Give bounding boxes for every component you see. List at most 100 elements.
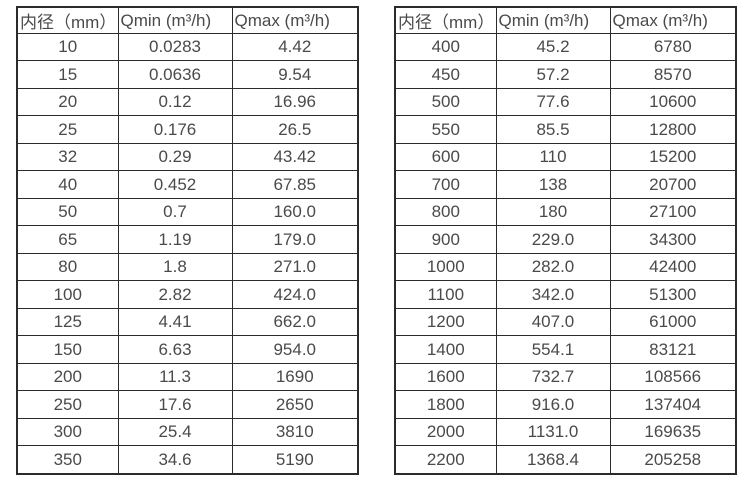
- table-cell: 4.42: [231, 32, 359, 62]
- table-cell: 250: [16, 390, 119, 419]
- column-header: 内径（mm）: [16, 6, 119, 34]
- table-cell: 900: [394, 225, 497, 254]
- table-cell: 2000: [394, 417, 497, 447]
- table-row: 15 0.0636 9.54: [16, 60, 359, 89]
- table-row: 80 1.8 271.0: [16, 252, 359, 282]
- table-row: 2200 1368.4 205258: [394, 445, 737, 475]
- table-cell: 15200: [609, 142, 737, 172]
- table-cell: 8570: [609, 60, 737, 89]
- table-row: 250 17.6 2650: [16, 390, 359, 419]
- flow-table-large-diameter: 内径（mm） Qmin (m³/h) Qmax (m³/h) 400 45.2 6780 4…: [394, 6, 737, 475]
- table-row: 50 0.7 160.0: [16, 197, 359, 227]
- table-row: 450 57.2 8570: [394, 60, 737, 89]
- table-cell: 229.0: [495, 225, 611, 254]
- table-cell: 450: [394, 60, 497, 89]
- table-row: 2000 1131.0 169635: [394, 417, 737, 447]
- table-cell: 205258: [609, 445, 737, 475]
- column-header: Qmin (m³/h): [495, 6, 611, 34]
- table-cell: 138: [495, 170, 611, 199]
- flow-table-small-diameter: 内径（mm） Qmin (m³/h) Qmax (m³/h) 10 0.0283 4.42…: [16, 6, 359, 475]
- table-cell: 12800: [609, 115, 737, 144]
- table-cell: 150: [16, 335, 119, 364]
- table-cell: 67.85: [231, 170, 359, 199]
- table-cell: 179.0: [231, 225, 359, 254]
- table-row: 1400 554.1 83121: [394, 335, 737, 364]
- column-header: 内径（mm）: [394, 6, 497, 34]
- table-row: 200 11.3 1690: [16, 362, 359, 392]
- table-cell: 32: [16, 142, 119, 172]
- table-cell: 1131.0: [495, 417, 611, 447]
- table-cell: 125: [16, 307, 119, 337]
- table-cell: 17.6: [117, 390, 233, 419]
- table-cell: 160.0: [231, 197, 359, 227]
- table-cell: 0.12: [117, 87, 233, 117]
- table-cell: 662.0: [231, 307, 359, 337]
- table-cell: 50: [16, 197, 119, 227]
- table-row: 125 4.41 662.0: [16, 307, 359, 337]
- table-cell: 65: [16, 225, 119, 254]
- column-header: Qmin (m³/h): [117, 6, 233, 34]
- table-cell: 200: [16, 362, 119, 392]
- column-header: Qmax (m³/h): [231, 6, 359, 34]
- table-row: 700 138 20700: [394, 170, 737, 199]
- table-cell: 732.7: [495, 362, 611, 392]
- table-cell: 9.54: [231, 60, 359, 89]
- table-cell: 350: [16, 445, 119, 475]
- table-row: 150 6.63 954.0: [16, 335, 359, 364]
- table-cell: 51300: [609, 280, 737, 309]
- table-cell: 5190: [231, 445, 359, 475]
- table-cell: 0.0636: [117, 60, 233, 89]
- table-cell: 10: [16, 32, 119, 62]
- table-cell: 1100: [394, 280, 497, 309]
- table-cell: 34300: [609, 225, 737, 254]
- table-row: 10 0.0283 4.42: [16, 32, 359, 62]
- table-cell: 20: [16, 87, 119, 117]
- table-cell: 15: [16, 60, 119, 89]
- table-cell: 700: [394, 170, 497, 199]
- table-cell: 2.82: [117, 280, 233, 309]
- table-cell: 20700: [609, 170, 737, 199]
- table-cell: 0.452: [117, 170, 233, 199]
- table-cell: 424.0: [231, 280, 359, 309]
- table-row: 25 0.176 26.5: [16, 115, 359, 144]
- table-cell: 25.4: [117, 417, 233, 447]
- table-cell: 300: [16, 417, 119, 447]
- table-cell: 83121: [609, 335, 737, 364]
- table-cell: 1368.4: [495, 445, 611, 475]
- table-cell: 34.6: [117, 445, 233, 475]
- table-cell: 1200: [394, 307, 497, 337]
- table-row: 1000 282.0 42400: [394, 252, 737, 282]
- table-cell: 40: [16, 170, 119, 199]
- table-cell: 169635: [609, 417, 737, 447]
- table-cell: 916.0: [495, 390, 611, 419]
- table-cell: 137404: [609, 390, 737, 419]
- table-cell: 57.2: [495, 60, 611, 89]
- table-row: 1600 732.7 108566: [394, 362, 737, 392]
- table-cell: 6780: [609, 32, 737, 62]
- table-cell: 400: [394, 32, 497, 62]
- table-cell: 1000: [394, 252, 497, 282]
- table-row: 40 0.452 67.85: [16, 170, 359, 199]
- table-cell: 45.2: [495, 32, 611, 62]
- table-cell: 3810: [231, 417, 359, 447]
- table-cell: 61000: [609, 307, 737, 337]
- table-cell: 0.7: [117, 197, 233, 227]
- table-cell: 110: [495, 142, 611, 172]
- table-cell: 11.3: [117, 362, 233, 392]
- table-cell: 1.8: [117, 252, 233, 282]
- table-cell: 0.29: [117, 142, 233, 172]
- table-cell: 954.0: [231, 335, 359, 364]
- table-cell: 26.5: [231, 115, 359, 144]
- table-cell: 43.42: [231, 142, 359, 172]
- table-row: 800 180 27100: [394, 197, 737, 227]
- table-row: 550 85.5 12800: [394, 115, 737, 144]
- table-cell: 77.6: [495, 87, 611, 117]
- table-row: 65 1.19 179.0: [16, 225, 359, 254]
- table-cell: 550: [394, 115, 497, 144]
- table-row: 100 2.82 424.0: [16, 280, 359, 309]
- table-row: 400 45.2 6780: [394, 32, 737, 62]
- table-row: 1800 916.0 137404: [394, 390, 737, 419]
- table-cell: 2200: [394, 445, 497, 475]
- table-cell: 271.0: [231, 252, 359, 282]
